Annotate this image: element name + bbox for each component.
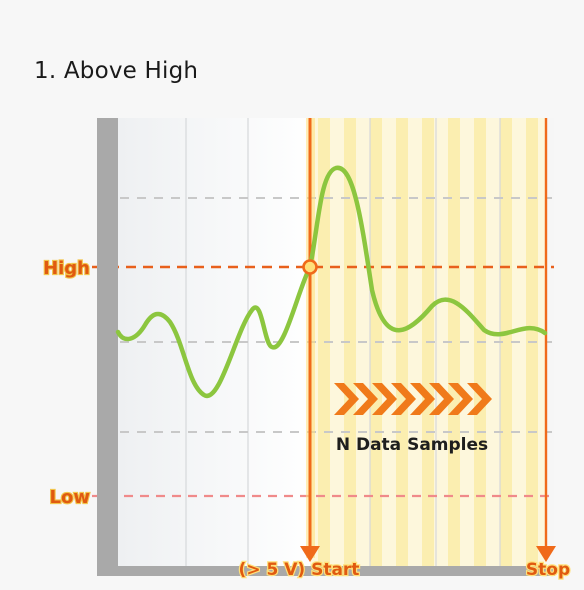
high-level-label: High <box>43 258 90 279</box>
signal-waveform <box>115 165 548 399</box>
trigger-point <box>302 259 318 275</box>
samples-label: N Data Samples <box>336 435 488 455</box>
sample-stripes <box>310 118 546 570</box>
horizontal-gridlines <box>120 197 552 433</box>
y-axis <box>97 118 118 576</box>
diagram-title: 1. Above High <box>34 58 199 84</box>
start-label: (> 5 V) Start <box>239 560 360 580</box>
low-level-label: Low <box>50 487 90 508</box>
x-axis <box>97 566 555 576</box>
start-trigger-line <box>300 118 320 562</box>
chevrons-right-icon <box>334 383 492 415</box>
stop-label: Stop <box>526 560 570 580</box>
